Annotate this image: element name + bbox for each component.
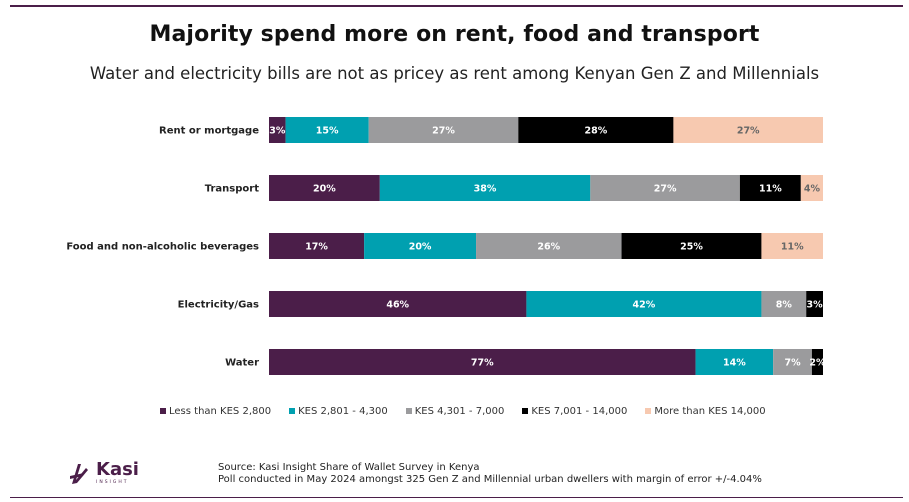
bar-segment bbox=[621, 233, 762, 259]
bar-value-label: 15% bbox=[316, 126, 339, 137]
bar-segment bbox=[476, 233, 622, 259]
bar-segment bbox=[269, 291, 527, 317]
bar-segment bbox=[761, 291, 807, 317]
legend-swatch bbox=[160, 408, 166, 414]
bar-value-label: 42% bbox=[633, 300, 656, 311]
bar-segment bbox=[739, 175, 801, 201]
bar-segment bbox=[761, 233, 823, 259]
source-line: Source: Kasi Insight Share of Wallet Sur… bbox=[218, 462, 480, 473]
bar-segment bbox=[773, 349, 812, 375]
legend-item: KES 2,801 - 4,300 bbox=[289, 404, 388, 418]
bar-segment bbox=[379, 175, 591, 201]
bar-segment bbox=[673, 117, 823, 143]
stacked-bar-chart: Rent or mortgage 3% 15% 27% 28% 27% Transport 2… bbox=[66, 117, 826, 375]
bar-value-label: 27% bbox=[737, 126, 760, 137]
bar-segment bbox=[800, 175, 823, 201]
bar-value-label: 17% bbox=[305, 242, 328, 253]
top-rule bbox=[10, 5, 903, 7]
bar-segment bbox=[806, 291, 823, 317]
legend-item: KES 7,001 - 14,000 bbox=[522, 404, 627, 418]
logo-subtitle: INSIGHT bbox=[96, 479, 129, 485]
bar-value-label: 77% bbox=[471, 358, 494, 369]
category-label: Transport bbox=[205, 184, 259, 195]
bar-value-label: 3% bbox=[269, 126, 286, 137]
bar-segment bbox=[368, 117, 519, 143]
legend: Less than KES 2,800 KES 2,801 - 4,300 KE… bbox=[160, 404, 780, 418]
legend-label: KES 7,001 - 14,000 bbox=[531, 405, 628, 417]
bar-value-label: 4% bbox=[804, 184, 821, 195]
legend-item: KES 4,301 - 7,000 bbox=[405, 404, 505, 418]
chart-subtitle: Water and electricity bills are not as p… bbox=[89, 64, 820, 83]
category-label: Water bbox=[225, 358, 259, 369]
legend-item: More than KES 14,000 bbox=[645, 404, 766, 418]
bar-value-label: 7% bbox=[784, 358, 801, 369]
logo-name: Kasi bbox=[96, 458, 139, 480]
bar-segment bbox=[269, 233, 365, 259]
bar-value-label: 38% bbox=[474, 184, 497, 195]
chart-title: Majority spend more on rent, food and tr… bbox=[149, 22, 760, 47]
legend-label: More than KES 14,000 bbox=[654, 405, 766, 417]
source-note: Source: Kasi Insight Share of Wallet Sur… bbox=[218, 462, 762, 486]
bar-segment bbox=[526, 291, 762, 317]
bar-segment bbox=[518, 117, 674, 143]
bar-value-label: 20% bbox=[313, 184, 336, 195]
bar-segment bbox=[364, 233, 477, 259]
bar-value-label: 11% bbox=[759, 184, 782, 195]
poll-line: Poll conducted in May 2024 amongst 325 G… bbox=[218, 474, 762, 485]
bar-segment bbox=[811, 349, 823, 375]
bar-value-label: 8% bbox=[776, 300, 793, 311]
bar-segment bbox=[590, 175, 740, 201]
bar-value-label: 46% bbox=[386, 300, 409, 311]
category-label: Electricity/Gas bbox=[178, 300, 259, 311]
bar-value-label: 27% bbox=[432, 126, 455, 137]
category-label: Food and non-alcoholic beverages bbox=[66, 242, 259, 253]
bar-segment bbox=[695, 349, 774, 375]
bottom-rule bbox=[10, 497, 903, 498]
legend-swatch bbox=[645, 408, 652, 414]
legend-label: KES 2,801 - 4,300 bbox=[298, 405, 388, 417]
legend-label: KES 4,301 - 7,000 bbox=[414, 405, 505, 417]
legend-swatch bbox=[522, 408, 529, 414]
legend-label: Less than KES 2,800 bbox=[169, 405, 272, 417]
bar-segment bbox=[285, 117, 369, 143]
bar-segment bbox=[269, 175, 380, 201]
bar-value-label: 11% bbox=[781, 242, 804, 253]
legend-item: Less than KES 2,800 bbox=[160, 404, 271, 418]
category-label: Rent or mortgage bbox=[159, 126, 259, 137]
bar-value-label: 25% bbox=[680, 242, 703, 253]
bar-value-label: 27% bbox=[654, 184, 677, 195]
bar-value-label: 14% bbox=[723, 358, 746, 369]
bar-value-label: 28% bbox=[584, 126, 607, 137]
bar-segment bbox=[269, 349, 696, 375]
kasi-logo: Kasi INSIGHT bbox=[68, 458, 158, 488]
bar-value-label: 3% bbox=[807, 300, 824, 311]
bar-value-label: 2% bbox=[809, 358, 826, 369]
kasi-logo-icon bbox=[70, 464, 88, 484]
bar-segment bbox=[269, 117, 286, 143]
legend-swatch bbox=[289, 408, 296, 414]
bar-value-label: 26% bbox=[537, 242, 560, 253]
legend-swatch bbox=[405, 408, 412, 414]
bar-value-label: 20% bbox=[409, 242, 432, 253]
